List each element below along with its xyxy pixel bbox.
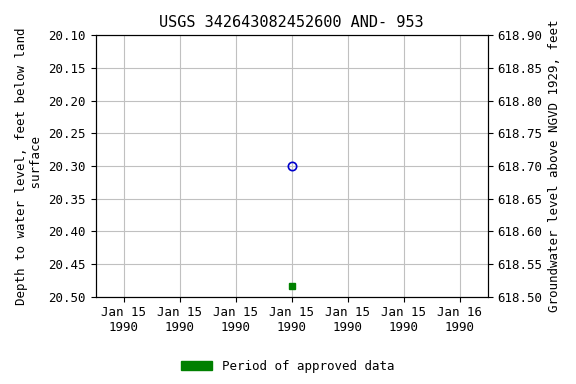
Legend: Period of approved data: Period of approved data [176, 355, 400, 378]
Y-axis label: Depth to water level, feet below land
 surface: Depth to water level, feet below land su… [15, 27, 43, 305]
Title: USGS 342643082452600 AND- 953: USGS 342643082452600 AND- 953 [160, 15, 424, 30]
Y-axis label: Groundwater level above NGVD 1929, feet: Groundwater level above NGVD 1929, feet [548, 20, 561, 312]
